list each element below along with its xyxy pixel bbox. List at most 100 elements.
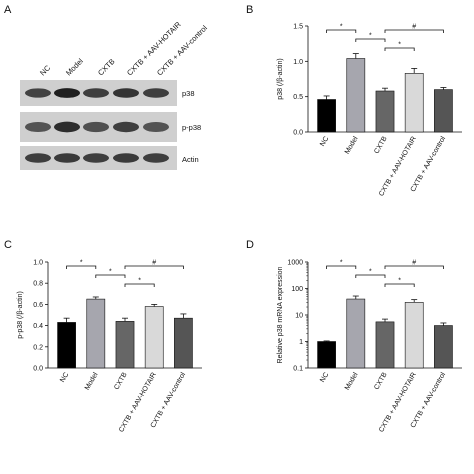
significance-bracket <box>66 265 97 269</box>
x-tick-label: NC <box>59 372 70 384</box>
y-tick-label: 1.0 <box>33 260 43 267</box>
significance-marker: * <box>398 278 401 285</box>
chart-panel-c: 0.0 0.2 0.4 0.6 0.8 1.0 p-p38 (/β-actin) NC Mode… <box>17 260 202 434</box>
significance-marker: * <box>80 260 83 267</box>
y-tick-label: 0.2 <box>33 344 43 351</box>
blot-band <box>83 153 109 163</box>
bar <box>375 90 395 133</box>
y-axis-label: p38 (/β-actin) <box>277 58 284 99</box>
blot-band <box>113 121 139 133</box>
blot-lane-label: Model <box>64 56 85 77</box>
bar <box>346 58 366 133</box>
y-tick-label: 0.5 <box>293 94 303 101</box>
significance-marker: * <box>109 269 112 276</box>
significance-bracket <box>326 29 357 33</box>
y-axis-label: Relative p38 mRNA expression <box>277 266 284 363</box>
bar <box>86 298 106 369</box>
panel-letter-a: A <box>4 4 12 16</box>
y-axis-label: p-p38 (/β-actin) <box>17 291 24 339</box>
x-tick-label: CXTB + AAV-control <box>410 135 448 193</box>
bar <box>434 325 453 369</box>
y-tick-label: 0.0 <box>293 130 303 137</box>
blot-band <box>25 153 51 163</box>
blot-lane-label: CXTB <box>96 57 117 78</box>
bar <box>144 306 164 369</box>
bar <box>434 89 453 133</box>
significance-bracket <box>326 265 357 269</box>
blot-lane-label: CXTB + AAV-control <box>155 23 209 77</box>
bar <box>317 99 336 133</box>
blot-row-label-p38: p38 <box>182 89 195 98</box>
blot-band <box>54 153 80 163</box>
blot-band <box>113 88 139 98</box>
x-tick-label: CXTB <box>373 371 389 391</box>
y-tick-label: 0.0 <box>33 366 43 373</box>
significance-bracket <box>355 274 386 278</box>
blot-band <box>54 121 80 133</box>
x-tick-label: NC <box>319 372 330 384</box>
blot-band <box>83 121 109 133</box>
x-tick-label: Model <box>344 371 360 391</box>
panel-letter-d: D <box>246 239 254 251</box>
significance-marker: * <box>369 269 372 276</box>
x-tick-label: CXTB + AAV-control <box>410 371 448 429</box>
bar <box>346 298 366 369</box>
x-tick-label: CXTB <box>373 135 389 155</box>
blot-band <box>54 88 80 98</box>
significance-marker: * <box>369 33 372 40</box>
panel-letter-b: B <box>246 4 253 16</box>
significance-marker: * <box>340 260 343 267</box>
bar <box>404 73 424 133</box>
blot-band <box>143 121 169 133</box>
significance-marker: * <box>340 24 343 31</box>
bar <box>115 321 135 369</box>
blot-lane-label: CXTB + AAV-HOTAIR <box>125 19 183 77</box>
significance-bracket <box>384 29 444 33</box>
western-blot-panel: NC Model CXTB CXTB + AAV-HOTAIR CXTB + A… <box>20 19 209 170</box>
bar <box>174 317 193 369</box>
significance-bracket <box>384 265 444 269</box>
y-tick-label: 0.8 <box>33 281 43 288</box>
significance-marker: # <box>412 24 416 31</box>
significance-bracket <box>124 265 184 269</box>
blot-lane-label: NC <box>38 63 52 77</box>
significance-bracket <box>384 47 415 51</box>
significance-marker: # <box>412 260 416 267</box>
y-tick-label: 1 <box>299 339 303 346</box>
blot-row-label-p-p38: p-p38 <box>182 123 201 132</box>
bar <box>317 341 336 369</box>
bar <box>404 302 424 369</box>
significance-bracket <box>355 38 386 42</box>
x-tick-label: Model <box>344 135 360 155</box>
x-tick-label: NC <box>319 136 330 148</box>
blot-band <box>83 88 109 98</box>
significance-bracket <box>124 283 155 287</box>
x-tick-label: Model <box>84 371 100 391</box>
significance-bracket <box>95 274 126 278</box>
significance-marker: # <box>152 260 156 267</box>
chart-panel-b: 0.0 0.5 1.0 1.5 p38 (/β-actin) NC Model CXTB CXT… <box>277 24 462 198</box>
significance-marker: * <box>138 278 141 285</box>
y-tick-label: 100 <box>291 286 303 293</box>
y-tick-label: 1000 <box>287 260 303 267</box>
blot-band <box>143 153 169 163</box>
x-tick-label: CXTB + AAV-control <box>150 371 188 429</box>
y-tick-label: 0.1 <box>293 366 303 373</box>
blot-band <box>25 121 51 133</box>
y-tick-label: 0.6 <box>33 302 43 309</box>
y-tick-label: 10 <box>295 313 303 320</box>
bar <box>375 321 395 369</box>
blot-band <box>143 88 169 98</box>
y-tick-label: 1.5 <box>293 24 303 31</box>
blot-band <box>113 153 139 163</box>
significance-bracket <box>384 283 415 287</box>
panel-letter-c: C <box>4 239 12 251</box>
bar <box>57 322 76 369</box>
significance-marker: * <box>398 42 401 49</box>
x-tick-label: CXTB <box>113 371 129 391</box>
blot-row-label-actin: Actin <box>182 155 199 164</box>
y-tick-label: 0.4 <box>33 323 43 330</box>
blot-band <box>25 88 51 98</box>
